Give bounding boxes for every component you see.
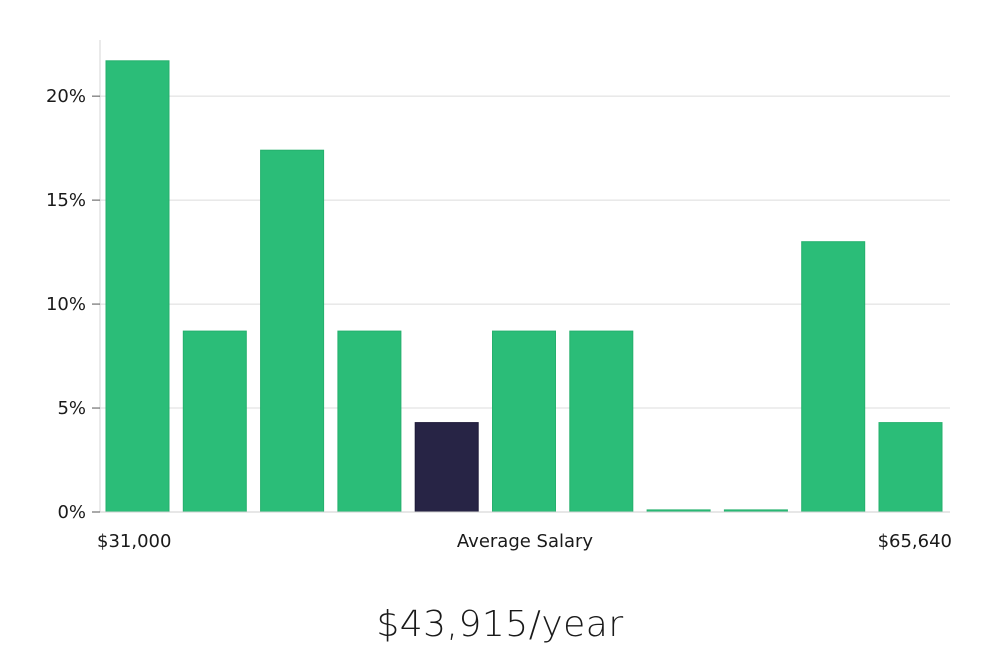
salary-histogram: 0% 5% 10% 15% 20% $31,000 Average Salary $65…	[46, 40, 952, 552]
bar	[878, 422, 943, 513]
average-salary-value: $43,915/year	[376, 604, 624, 645]
bar	[801, 241, 866, 513]
bar-highlighted	[414, 422, 479, 513]
y-tick-labels: 0% 5% 10% 15% 20%	[46, 86, 100, 523]
x-axis-title: Average Salary	[457, 531, 594, 552]
y-tick-label: 20%	[46, 86, 86, 107]
y-tick-label: 5%	[57, 398, 86, 419]
x-max-label: $65,640	[878, 531, 952, 552]
y-tick-label: 0%	[57, 502, 86, 523]
bar	[260, 149, 325, 513]
y-tick-label: 10%	[46, 294, 86, 315]
bar	[569, 330, 634, 513]
bar	[337, 330, 402, 513]
bar	[105, 60, 170, 513]
y-tick-label: 15%	[46, 190, 86, 211]
x-min-label: $31,000	[97, 531, 171, 552]
bar	[492, 330, 556, 513]
bars	[105, 60, 943, 513]
bar	[182, 330, 247, 513]
